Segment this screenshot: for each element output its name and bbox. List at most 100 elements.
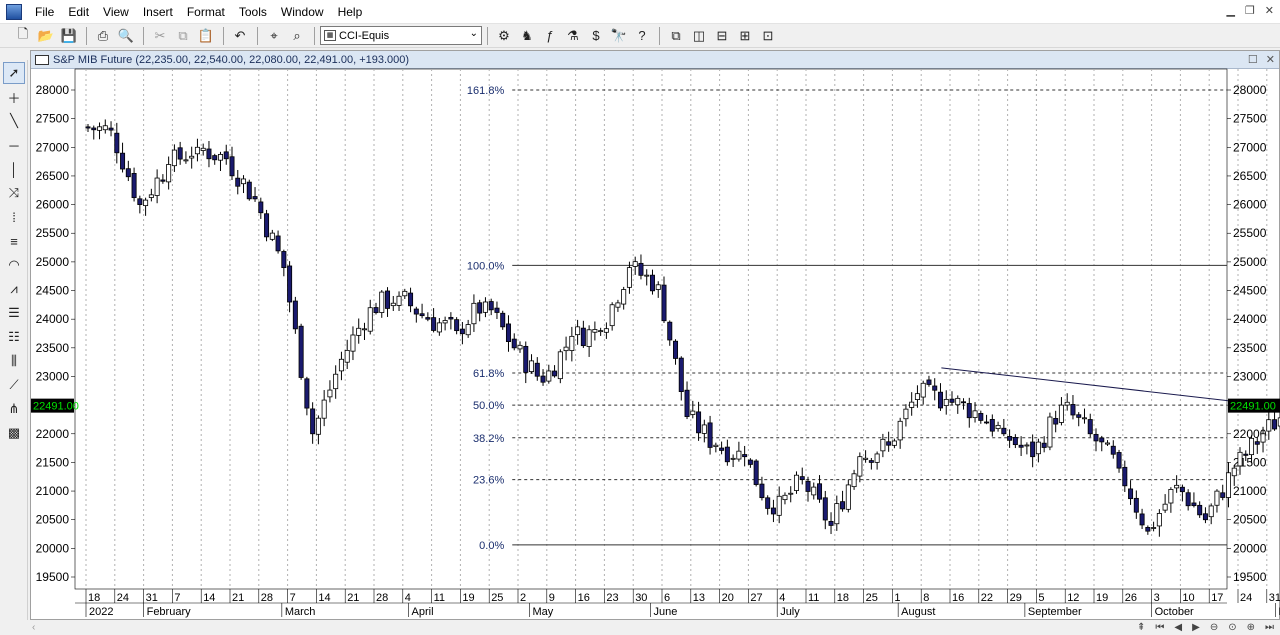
fibonacci-retracement-icon[interactable]: ☰ (8, 305, 20, 320)
copy-icon[interactable]: ⧉ (178, 27, 188, 43)
chart-icon: ▦ (324, 30, 336, 41)
paste-icon[interactable]: 📋 (197, 27, 215, 43)
menu-file[interactable]: File (35, 4, 55, 19)
candle-up (903, 408, 909, 420)
pointer-icon[interactable]: ➚ (3, 62, 25, 84)
y-tick-label-left: 28000 (36, 83, 70, 97)
channel-icon[interactable]: ≡ (10, 233, 18, 249)
minimize-icon[interactable]: ▁ (1226, 5, 1235, 17)
scroll-lock-icon[interactable]: ⇞ (1137, 622, 1146, 633)
vertical-line-icon[interactable]: │ (9, 161, 19, 177)
candle-down (500, 312, 506, 328)
binoculars-icon[interactable]: 🔭 (610, 27, 628, 43)
menu-view[interactable]: View (103, 4, 129, 19)
candle-up (517, 344, 523, 350)
menu-window[interactable]: Window (280, 4, 324, 19)
zoom-icon[interactable]: ⌕ (293, 27, 301, 43)
x-tick-label: 28 (376, 592, 388, 604)
candle-up (1214, 490, 1220, 506)
candle-down (160, 179, 166, 182)
x-tick-label: 7 (290, 592, 296, 604)
tile-grid-icon[interactable]: ⊞ (739, 27, 751, 43)
cut-icon[interactable]: ✂ (154, 27, 166, 43)
restore-icon[interactable]: ❐ (1244, 5, 1255, 17)
x-tick-label: 21 (232, 592, 244, 604)
crosshair-icon[interactable]: ⌖ (270, 27, 278, 43)
symbol-select-value: CCI-Equis (339, 29, 390, 42)
menu-format[interactable]: Format (186, 4, 225, 19)
zoom-in-icon[interactable]: ⊕ (1246, 622, 1255, 633)
candle-down (1243, 453, 1249, 456)
indicator-builder-icon[interactable]: ƒ (546, 28, 554, 43)
expert-icon[interactable]: ♞ (521, 27, 533, 43)
candle-down (937, 391, 943, 409)
cycle-lines-icon[interactable]: ⁞ (12, 209, 16, 225)
menu-edit[interactable]: Edit (68, 4, 90, 19)
new-file-icon[interactable]: 🗋 (17, 25, 29, 41)
system-tester-icon[interactable]: ⚗ (567, 27, 579, 43)
candle-up (701, 424, 707, 434)
fibonacci-time-zones-icon[interactable]: ☷ (8, 329, 20, 344)
regression-line-icon[interactable]: ⟋ (9, 377, 19, 392)
window-close-icon[interactable]: ✕ (1265, 54, 1275, 66)
x-tick-label: 6 (664, 592, 670, 604)
first-icon[interactable]: ⏮ (1155, 622, 1165, 633)
candle-up (632, 261, 638, 267)
crosshair-tool-icon[interactable]: ＋ (7, 90, 21, 106)
time-zones-icon[interactable]: ⫼ (11, 353, 17, 368)
menu-tools[interactable]: Tools (238, 4, 267, 19)
save-icon[interactable]: 💾 (60, 27, 78, 43)
menu-insert[interactable]: Insert (142, 4, 173, 19)
arrange-icon[interactable]: ⊡ (762, 27, 774, 43)
fibonacci-fan-icon[interactable]: ⩘ (10, 281, 18, 296)
prev-icon[interactable]: ◀ (1174, 622, 1183, 633)
candle-down (120, 152, 126, 170)
candle-up (442, 320, 448, 324)
candle-down (1128, 488, 1134, 500)
undo-icon[interactable]: ↶ (234, 27, 246, 43)
candle-up (788, 492, 794, 495)
horizontal-line-icon[interactable]: ─ (9, 137, 19, 153)
print-preview-icon[interactable]: 🔍 (117, 27, 135, 43)
candle-up (690, 410, 696, 415)
candle-up (880, 438, 886, 452)
fibonacci-arcs-icon[interactable]: ◠ (8, 257, 20, 272)
y-tick-label-right: 23000 (1233, 369, 1267, 383)
close-icon[interactable]: ✕ (1264, 5, 1274, 17)
candle-down (742, 454, 748, 458)
scroll-left-icon[interactable]: ‹ (32, 622, 36, 633)
trendline-tool-icon[interactable]: ╲ (10, 113, 18, 128)
candle-up (1225, 472, 1231, 498)
price-chart[interactable]: 18 24 31 7 14 21 28 7 14 21 28 4 11 19 25 2 9 16 23 30 6 13 20… (31, 51, 1280, 621)
symbol-select[interactable]: ▦ CCI-Equis ⌄ (320, 26, 482, 45)
candle-up (845, 484, 851, 510)
zoom-out-icon[interactable]: ⊖ (1209, 622, 1219, 633)
andrews-pitchfork-icon[interactable]: ⋔ (8, 401, 20, 416)
menu-help[interactable]: Help (337, 4, 363, 19)
tile-vertical-icon[interactable]: ◫ (692, 27, 706, 43)
print-icon[interactable]: ⎙ (97, 27, 109, 43)
tile-horizontal-icon[interactable]: ⊟ (716, 27, 728, 43)
dollar-icon[interactable]: $ (592, 28, 600, 43)
app-icon (6, 3, 22, 20)
x-tick-label: 11 (808, 592, 819, 604)
last-icon[interactable]: ⏭ (1265, 622, 1274, 633)
next-icon[interactable]: ▶ (1192, 622, 1200, 633)
x-tick-label: 19 (462, 592, 474, 604)
explorer-icon[interactable]: ⚙ (498, 27, 510, 43)
window-restore-icon[interactable]: ☐ (1247, 54, 1258, 66)
speed-lines-icon[interactable]: ⤨ (8, 185, 20, 200)
y-tick-label-right: 22000 (1233, 427, 1267, 441)
help-pointer-icon[interactable]: ? (638, 28, 646, 43)
cascade-windows-icon[interactable]: ⧉ (671, 27, 681, 43)
candle-down (419, 313, 425, 317)
candle-down (477, 302, 483, 314)
month-label: August (901, 606, 935, 618)
candle-down (373, 307, 379, 314)
open-folder-icon[interactable]: 📂 (37, 27, 55, 43)
chevron-down-icon[interactable]: ⌄ (469, 28, 478, 39)
zoom-reset-icon[interactable]: ⊙ (1228, 622, 1237, 633)
y-tick-label-left: 23500 (36, 341, 70, 355)
y-tick-label-right: 23500 (1233, 341, 1267, 355)
gann-grid-icon[interactable]: ▩ (7, 425, 21, 440)
